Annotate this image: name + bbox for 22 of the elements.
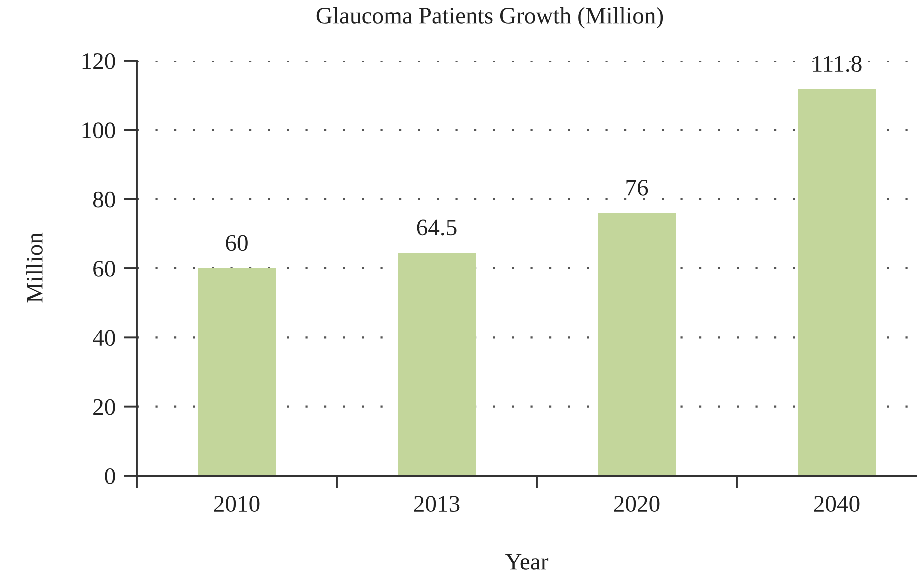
- x-axis-title: Year: [506, 554, 549, 570]
- data-label: 60: [226, 235, 248, 252]
- y-tick-label: 120: [82, 53, 116, 70]
- bar: [198, 268, 276, 476]
- data-label: 76: [626, 180, 648, 196]
- x-tick-label: 2020: [614, 496, 660, 512]
- data-label: 111.8: [813, 56, 862, 72]
- x-tick-label: 2013: [414, 496, 460, 512]
- bar: [398, 252, 476, 476]
- chart-title: Glaucoma Patients Growth (Million): [316, 7, 664, 29]
- data-label: 64.5: [417, 220, 457, 236]
- y-tick-label: 0: [105, 468, 116, 484]
- x-tick-label: 2010: [214, 496, 260, 512]
- y-tick-label: 80: [93, 192, 116, 208]
- bar: [598, 213, 676, 476]
- y-tick-label: 40: [93, 330, 116, 346]
- y-tick-label: 60: [94, 260, 116, 277]
- x-tick-label: 2040: [814, 496, 860, 512]
- y-axis-title: Million: [26, 232, 43, 303]
- bar: [798, 89, 876, 476]
- y-tick-label: 100: [82, 122, 116, 139]
- y-tick-label: 20: [94, 399, 116, 416]
